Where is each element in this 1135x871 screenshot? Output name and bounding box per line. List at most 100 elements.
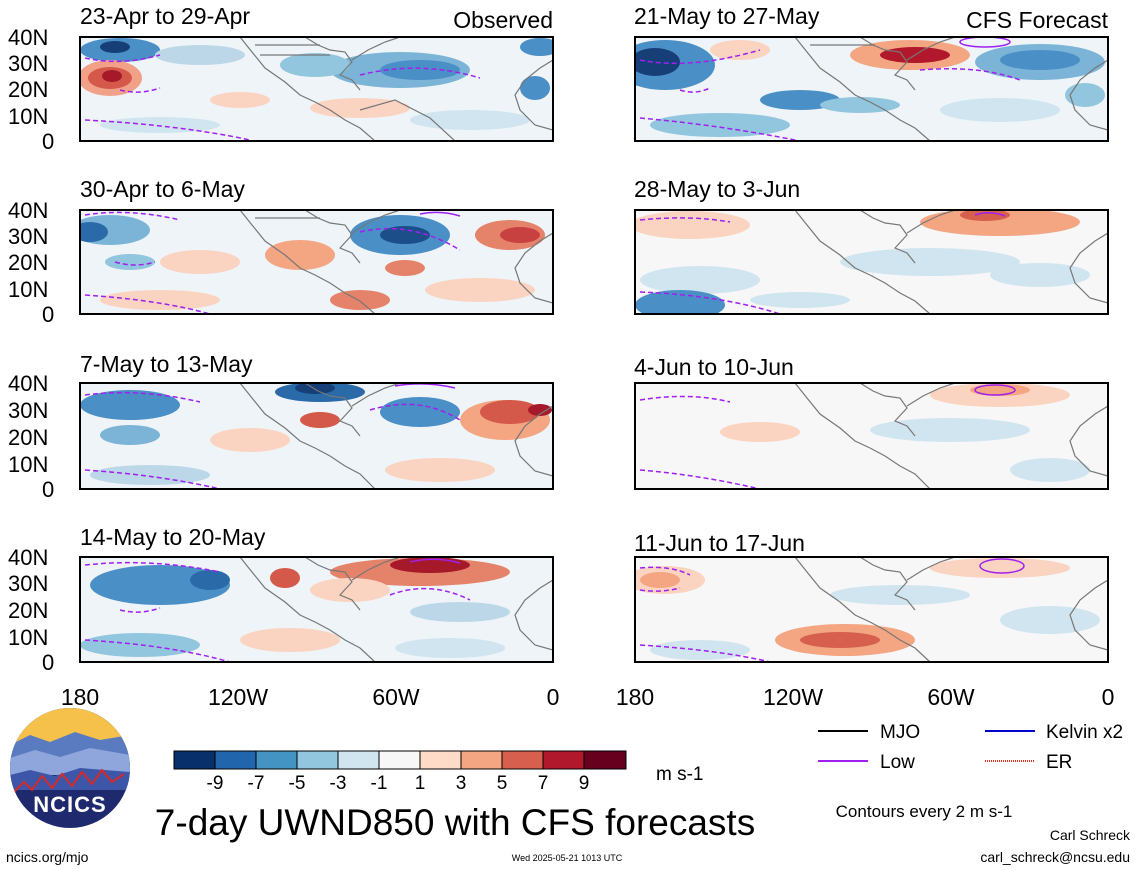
coastlines [794,210,1108,314]
low-contour [974,384,1016,396]
y-tick: 20N [8,77,48,102]
y-tick: 20N [8,425,48,450]
y-tick: 10N [8,104,48,129]
colorbar-tick: 1 [415,773,426,794]
map-panel-observed-4 [79,556,554,663]
y-tick: 10N [8,452,48,477]
map-panel-observed-1 [79,36,554,142]
legend-label-low: Low [880,752,915,773]
panel-title-forecast-4: 11-Jun to 17-Jun [634,530,805,556]
colorbar-tick: -7 [248,773,265,794]
colorbar-swatch [501,750,544,770]
low-contour [959,37,1011,48]
panel-title-forecast-1: 21-May to 27-May [634,3,820,29]
colorbar-swatch [337,750,380,770]
coastlines [239,37,553,141]
coastlines [239,383,553,489]
y-tick: 40N [8,545,48,570]
low-contour [974,212,1006,217]
colorbar-swatch [542,750,585,770]
coastlines [794,383,1108,489]
panel-title-observed-2: 30-Apr to 6-May [80,176,245,202]
colorbar-swatch [419,750,462,770]
colorbar-swatch [173,750,216,770]
low-contour [419,211,461,217]
wind-shading [80,557,510,658]
low-contour [979,558,1025,574]
panel-title-observed-3: 7-May to 13-May [80,351,253,377]
y-tick: 30N [8,571,48,596]
colorbar-swatch [255,750,298,770]
coastlines [794,557,1108,662]
contours [84,211,461,314]
y-tick: 10N [8,277,48,302]
x-tick: 180 [61,684,99,710]
wind-shading [635,210,1090,314]
colorbar-swatch [583,750,627,770]
y-tick: 0 [42,129,54,154]
wind-shading [635,558,1100,660]
contour-note: Contours every 2 m s-1 [836,802,1013,821]
wind-shading [80,215,545,310]
footer-email: carl_schreck@ncsu.edu [980,849,1130,865]
colorbar-tick: 3 [456,773,467,794]
y-ticks-panel-1: 40N 30N 20N 10N 0 [8,25,54,154]
coastlines [239,210,553,314]
colorbar-tick: -1 [371,773,388,794]
y-ticks-panel-2: 40N 30N 20N 10N 0 [8,198,54,327]
map-panel-forecast-2 [634,209,1109,315]
x-ticks-forecast: 180 120W 60W 0 [616,684,1115,710]
y-tick: 0 [42,302,54,327]
panel-title-forecast-3: 4-Jun to 10-Jun [634,354,794,380]
footer-url: ncics.org/mjo [6,849,89,865]
colorbar-swatch [296,750,339,770]
colorbar-tick: 5 [497,773,508,794]
observed-label: Observed [453,7,553,33]
contours [84,561,471,662]
map-panel-observed-2 [79,209,554,315]
colorbar: -9 -7 -5 -3 -1 1 3 5 7 9 [173,750,627,794]
map-panel-forecast-1 [634,36,1109,142]
y-tick: 40N [8,25,48,50]
logo-text: NCICS [33,792,106,817]
colorbar-swatch [378,750,421,770]
contours [84,391,461,489]
y-tick: 0 [42,477,54,502]
y-tick: 40N [8,198,48,223]
contours [639,217,781,314]
x-tick: 60W [372,684,420,710]
colorbar-tick: -5 [289,773,306,794]
wind-shading [80,38,553,133]
ncics-logo: NCICS [10,708,130,828]
contours [639,395,761,489]
footer-author: Carl Schreck [1050,827,1131,843]
x-tick: 0 [1102,684,1115,710]
units-label: m s-1 [656,764,704,785]
x-tick: 120W [763,684,823,710]
colorbar-tick: 7 [538,773,549,794]
wind-shading [80,383,552,485]
y-ticks-panel-4: 40N 30N 20N 10N 0 [8,545,54,675]
contours [639,49,1021,141]
forecast-label: CFS Forecast [966,7,1108,33]
contour-legend: MJO Kelvin x2 Low ER [818,722,1123,773]
colorbar-tick: -9 [207,773,224,794]
contours [84,54,481,141]
y-tick: 30N [8,51,48,76]
x-tick: 60W [927,684,975,710]
figure-title: 7-day UWND850 with CFS forecasts [155,802,755,843]
colorbar-swatch [214,750,257,770]
footer-timestamp: Wed 2025-05-21 1013 UTC [512,853,623,863]
x-ticks-observed: 180 120W 60W 0 [61,684,560,710]
x-tick: 180 [616,684,654,710]
y-tick: 30N [8,224,48,249]
x-tick: 0 [547,684,560,710]
wind-shading [720,383,1090,482]
legend-label-kelvin: Kelvin x2 [1046,722,1123,743]
y-tick: 20N [8,250,48,275]
colorbar-swatch [460,750,503,770]
map-panel-observed-3 [79,382,554,490]
legend-label-mjo: MJO [880,722,920,743]
colorbar-tick: -3 [330,773,347,794]
